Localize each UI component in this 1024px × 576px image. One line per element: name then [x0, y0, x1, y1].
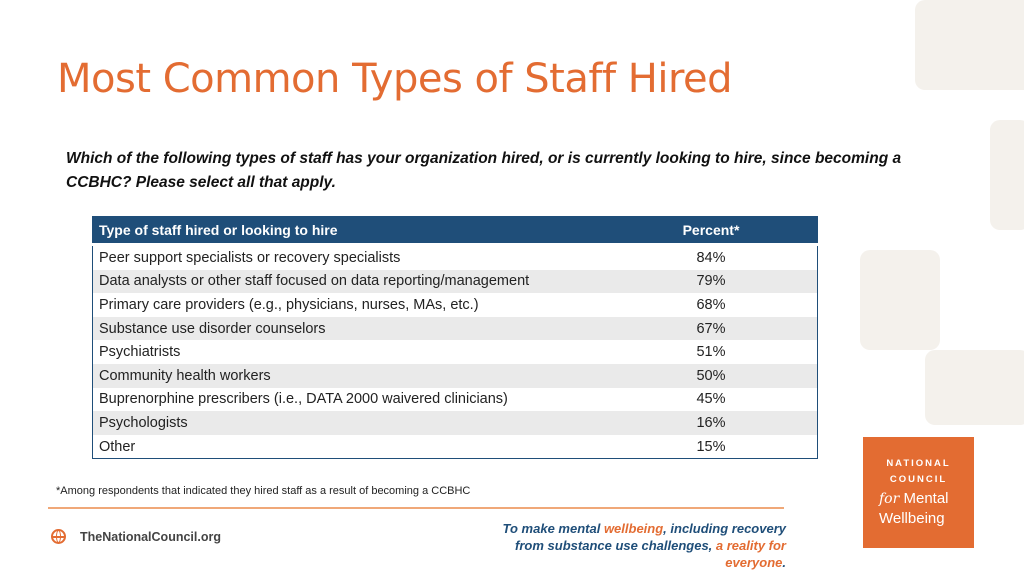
- decorative-tile: [925, 350, 1024, 425]
- logo-for: for: [879, 491, 900, 507]
- tagline-text: .: [782, 555, 786, 570]
- staff-percent: 15%: [696, 438, 726, 455]
- logo-line: for Mental: [879, 490, 949, 507]
- staff-table: Type of staff hired or looking to hire P…: [92, 216, 818, 460]
- table-row: Psychologists 16%: [92, 411, 818, 435]
- staff-percent: 67%: [605, 316, 818, 341]
- staff-percent: 68%: [696, 296, 726, 313]
- logo-mental: Mental: [903, 490, 949, 507]
- staff-type: Buprenorphine prescribers (i.e., DATA 20…: [99, 391, 508, 408]
- staff-type: Peer support specialists or recovery spe…: [99, 249, 401, 266]
- staff-percent: 84%: [696, 249, 726, 266]
- logo-line: COUNCIL: [889, 474, 948, 485]
- staff-type: Primary care providers (e.g., physicians…: [99, 296, 479, 313]
- logo-line: Wellbeing: [879, 510, 945, 527]
- page-title: Most Common Types of Staff Hired: [57, 56, 733, 102]
- globe-icon: [51, 529, 66, 544]
- tagline-emphasis: a reality for everyone: [715, 538, 786, 570]
- table-row: Peer support specialists or recovery spe…: [93, 245, 818, 270]
- staff-type: Data analysts or other staff focused on …: [92, 269, 605, 294]
- staff-percent: 79%: [605, 269, 818, 294]
- table-row: Community health workers 50%: [92, 363, 818, 388]
- staff-type: Other: [99, 438, 136, 455]
- header-percent: Percent*: [605, 216, 818, 246]
- staff-percent: 45%: [696, 391, 726, 408]
- table-row: Substance use disorder counselors 67%: [92, 316, 818, 341]
- staff-type: Substance use disorder counselors: [92, 316, 605, 341]
- staff-percent: 16%: [605, 411, 818, 435]
- table-row: Buprenorphine prescribers (i.e., DATA 20…: [93, 388, 818, 412]
- survey-question: Which of the following types of staff ha…: [66, 150, 902, 191]
- national-council-logo: NATIONAL COUNCIL for Mental Wellbeing: [863, 437, 974, 548]
- site-link[interactable]: TheNationalCouncil.org: [80, 530, 221, 544]
- staff-type: Community health workers: [92, 363, 605, 388]
- header-type: Type of staff hired or looking to hire: [92, 216, 605, 246]
- tagline-text: To make mental: [502, 521, 604, 536]
- logo-line: NATIONAL: [886, 458, 951, 469]
- staff-percent: 50%: [605, 363, 818, 388]
- decorative-tile: [915, 0, 1024, 90]
- footer-tagline: To make mental wellbeing, including reco…: [490, 520, 786, 571]
- staff-type: Psychiatrists: [99, 344, 181, 361]
- table-row: Psychiatrists 51%: [93, 340, 818, 364]
- decorative-tile: [990, 120, 1024, 230]
- table-header-row: Type of staff hired or looking to hire P…: [92, 216, 818, 246]
- table-row: Data analysts or other staff focused on …: [92, 269, 818, 294]
- tagline-text: , including recovery from substance use …: [515, 521, 786, 553]
- staff-type: Psychologists: [92, 411, 605, 435]
- tagline-emphasis: wellbeing: [603, 521, 664, 536]
- decorative-tile: [860, 250, 940, 350]
- footer-divider: [48, 507, 784, 509]
- table-row: Other 15%: [93, 435, 818, 459]
- table-row: Primary care providers (e.g., physicians…: [93, 293, 818, 317]
- footnote: *Among respondents that indicated they h…: [56, 485, 471, 497]
- staff-percent: 51%: [696, 344, 726, 361]
